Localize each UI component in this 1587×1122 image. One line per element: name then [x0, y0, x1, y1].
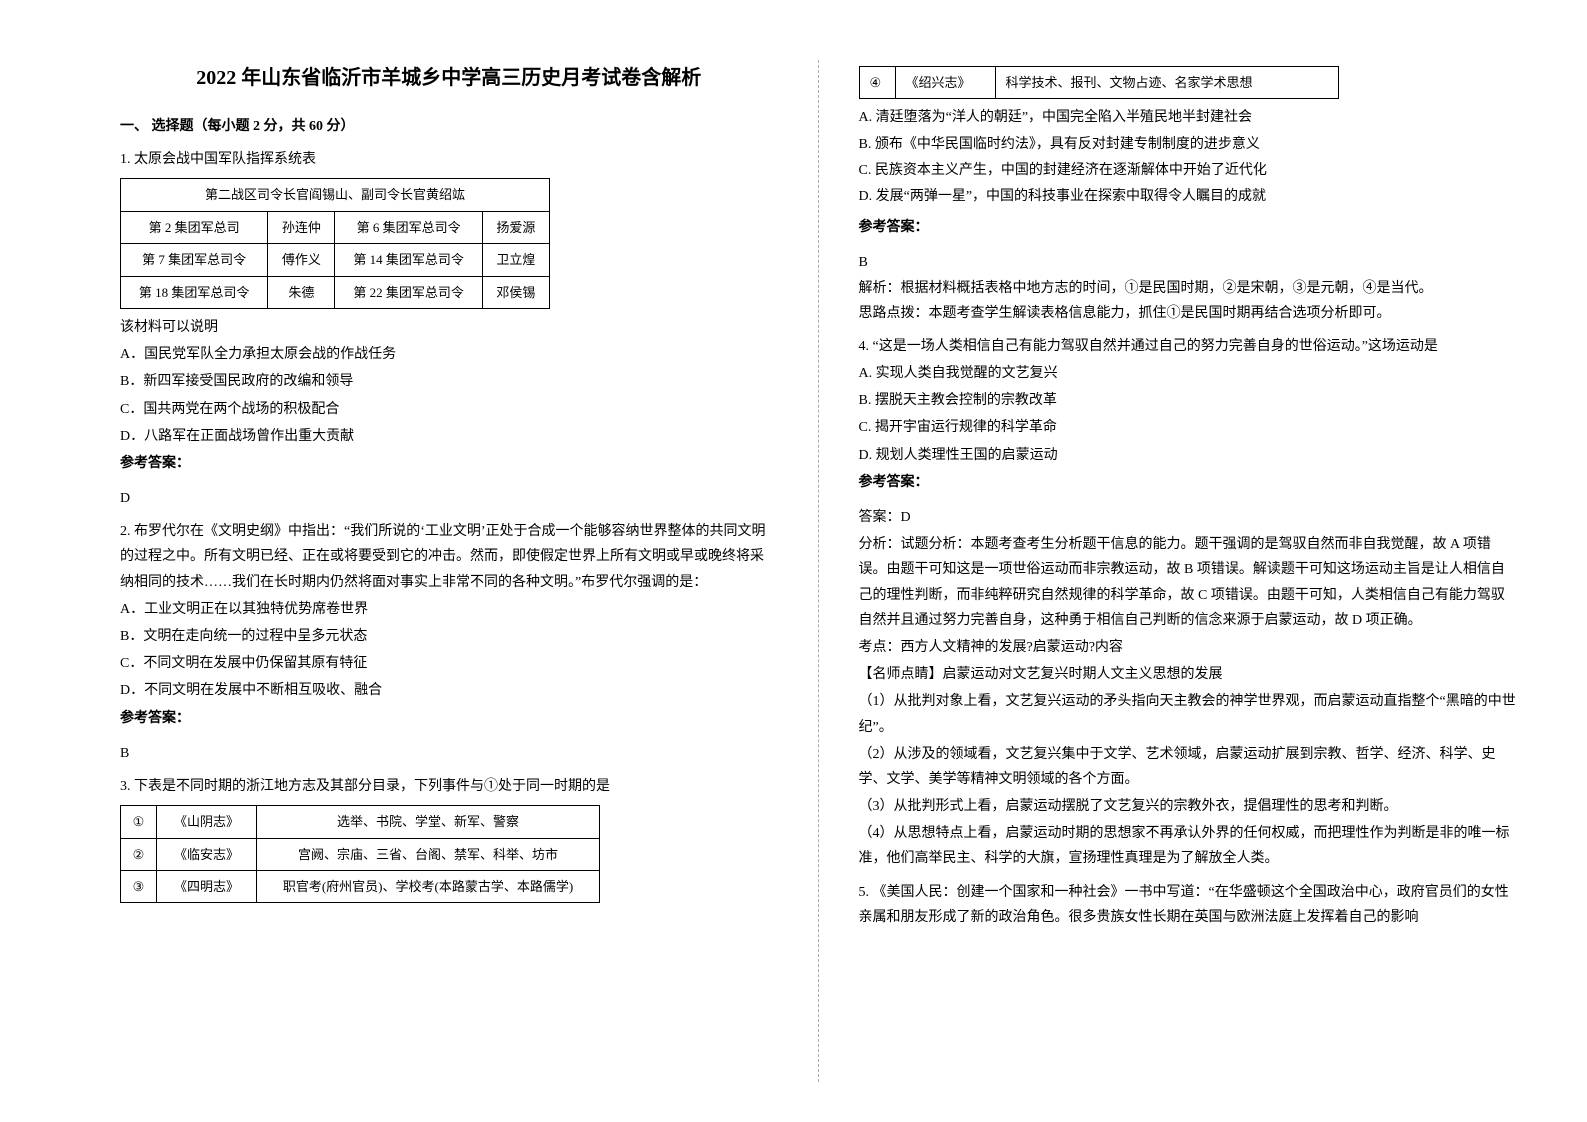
q1-opt-a: A．国民党军队全力承担太原会战的作战任务: [120, 342, 778, 367]
cell: 《山阴志》: [157, 806, 257, 838]
cell: ④: [859, 67, 895, 99]
question-2: 2. 布罗代尔在《文明史纲》中指出：“我们所说的‘工业文明’正处于合成一个能够容…: [120, 519, 778, 766]
cell: 第 18 集团军总司令: [121, 276, 268, 308]
answer-label: 参考答案：: [120, 451, 778, 476]
cell: 第 22 集团军总司令: [335, 276, 482, 308]
table-row: 第 2 集团军总司 孙连仲 第 6 集团军总司令 扬爱源: [121, 211, 550, 243]
question-5: 5. 《美国人民：创建一个国家和一种社会》一书中写道：“在华盛顿这个全国政治中心…: [859, 880, 1518, 930]
left-column: 2022 年山东省临沂市羊城乡中学高三历史月考试卷含解析 一、 选择题（每小题 …: [90, 60, 819, 1082]
q4-exp-0: 分析：试题分析：本题考查考生分析题干信息的能力。题干强调的是驾驭自然而非自我觉醒…: [859, 532, 1518, 633]
q1-opt-d: D．八路军在正面战场曾作出重大贡献: [120, 424, 778, 449]
question-1: 1. 太原会战中国军队指挥系统表 第二战区司令长官阎锡山、副司令长官黄绍竑 第 …: [120, 147, 778, 511]
q3-explain-1: 解析：根据材料概括表格中地方志的时间，①是民国时期，②是宋朝，③是元朝，④是当代…: [859, 276, 1518, 301]
q2-opt-b: B．文明在走向统一的过程中呈多元状态: [120, 624, 778, 649]
question-4: 4. “这是一场人类相信自己有能力驾驭自然并通过自己的努力完善自身的世俗运动。”…: [859, 334, 1518, 872]
q3-table-right: ④ 《绍兴志》 科学技术、报刊、文物占迹、名家学术思想: [859, 66, 1339, 99]
q4-stem: 4. “这是一场人类相信自己有能力驾驭自然并通过自己的努力完善自身的世俗运动。”…: [859, 334, 1518, 359]
q4-exp-5: （3）从批判形式上看，启蒙运动摆脱了文艺复兴的宗教外衣，提倡理性的思考和判断。: [859, 794, 1518, 819]
cell: 《四明志》: [157, 870, 257, 902]
q3-opt-c: C. 民族资本主义产生，中国的封建经济在逐渐解体中开始了近代化: [859, 158, 1518, 183]
q1-table: 第二战区司令长官阎锡山、副司令长官黄绍竑 第 2 集团军总司 孙连仲 第 6 集…: [120, 178, 550, 309]
table-row: ② 《临安志》 宫阙、宗庙、三省、台阁、禁军、科举、坊市: [121, 838, 600, 870]
cell: 职官考(府州官员)、学校考(本路蒙古学、本路儒学): [257, 870, 600, 902]
q2-answer: B: [120, 741, 778, 766]
right-column: ④ 《绍兴志》 科学技术、报刊、文物占迹、名家学术思想 A. 清廷堕落为“洋人的…: [819, 60, 1548, 1082]
question-3: 3. 下表是不同时期的浙江地方志及其部分目录，下列事件与①处于同一时期的是 ① …: [120, 774, 778, 903]
q1-opt-c: C．国共两党在两个战场的积极配合: [120, 397, 778, 422]
q3-opt-a: A. 清廷堕落为“洋人的朝廷”，中国完全陷入半殖民地半封建社会: [859, 105, 1518, 130]
q4-exp-1: 考点：西方人文精神的发展?启蒙运动?内容: [859, 635, 1518, 660]
cell: 第 14 集团军总司令: [335, 244, 482, 276]
q1-stem: 1. 太原会战中国军队指挥系统表: [120, 147, 778, 172]
section-heading: 一、 选择题（每小题 2 分，共 60 分）: [120, 114, 778, 139]
q4-exp-2: 【名师点睛】启蒙运动对文艺复兴时期人文主义思想的发展: [859, 662, 1518, 687]
table-row: ③ 《四明志》 职官考(府州官员)、学校考(本路蒙古学、本路儒学): [121, 870, 600, 902]
q2-stem: 2. 布罗代尔在《文明史纲》中指出：“我们所说的‘工业文明’正处于合成一个能够容…: [120, 519, 778, 595]
cell: ③: [121, 870, 157, 902]
q1-table-head: 第二战区司令长官阎锡山、副司令长官黄绍竑: [121, 179, 550, 211]
cell: ②: [121, 838, 157, 870]
q4-opt-c: C. 揭开宇宙运行规律的科学革命: [859, 415, 1518, 440]
answer-label: 参考答案：: [859, 215, 1518, 240]
answer-label: 参考答案：: [859, 470, 1518, 495]
q4-exp-6: （4）从思想特点上看，启蒙运动时期的思想家不再承认外界的任何权威，而把理性作为判…: [859, 821, 1518, 871]
q4-answer: 答案：D: [859, 505, 1518, 530]
q4-opt-a: A. 实现人类自我觉醒的文艺复兴: [859, 361, 1518, 386]
table-row: 第 18 集团军总司令 朱德 第 22 集团军总司令 邓侯锡: [121, 276, 550, 308]
cell: ①: [121, 806, 157, 838]
page-title: 2022 年山东省临沂市羊城乡中学高三历史月考试卷含解析: [120, 60, 778, 96]
cell: 邓侯锡: [482, 276, 549, 308]
cell: 第 6 集团军总司令: [335, 211, 482, 243]
q4-opt-d: D. 规划人类理性王国的启蒙运动: [859, 443, 1518, 468]
q1-opt-b: B．新四军接受国民政府的改编和领导: [120, 369, 778, 394]
q3-table-left: ① 《山阴志》 选举、书院、学堂、新军、警察 ② 《临安志》 宫阙、宗庙、三省、…: [120, 805, 600, 903]
q2-opt-c: C．不同文明在发展中仍保留其原有特征: [120, 651, 778, 676]
cell: 朱德: [268, 276, 335, 308]
cell: 傅作义: [268, 244, 335, 276]
q3-opt-b: B. 颁布《中华民国临时约法》，具有反对封建专制制度的进步意义: [859, 132, 1518, 157]
table-row: 第 7 集团军总司令 傅作义 第 14 集团军总司令 卫立煌: [121, 244, 550, 276]
q2-opt-d: D．不同文明在发展中不断相互吸收、融合: [120, 678, 778, 703]
cell: 《临安志》: [157, 838, 257, 870]
table-row: ④ 《绍兴志》 科学技术、报刊、文物占迹、名家学术思想: [859, 67, 1338, 99]
q1-answer: D: [120, 486, 778, 511]
q2-opt-a: A．工业文明正在以其独特优势席卷世界: [120, 597, 778, 622]
cell: 第 7 集团军总司令: [121, 244, 268, 276]
q3-opt-d: D. 发展“两弹一星”，中国的科技事业在探索中取得令人瞩目的成就: [859, 184, 1518, 209]
answer-label: 参考答案：: [120, 706, 778, 731]
q3-stem: 3. 下表是不同时期的浙江地方志及其部分目录，下列事件与①处于同一时期的是: [120, 774, 778, 799]
q4-exp-4: （2）从涉及的领域看，文艺复兴集中于文学、艺术领域，启蒙运动扩展到宗教、哲学、经…: [859, 742, 1518, 792]
cell: 卫立煌: [482, 244, 549, 276]
cell: 扬爱源: [482, 211, 549, 243]
q4-exp-3: （1）从批判对象上看，文艺复兴运动的矛头指向天主教会的神学世界观，而启蒙运动直指…: [859, 689, 1518, 739]
q5-stem: 5. 《美国人民：创建一个国家和一种社会》一书中写道：“在华盛顿这个全国政治中心…: [859, 880, 1518, 930]
q1-after: 该材料可以说明: [120, 315, 778, 340]
cell: 孙连仲: [268, 211, 335, 243]
cell: 《绍兴志》: [895, 67, 995, 99]
table-row: ① 《山阴志》 选举、书院、学堂、新军、警察: [121, 806, 600, 838]
q3-explain-2: 思路点拨：本题考查学生解读表格信息能力，抓住①是民国时期再结合选项分析即可。: [859, 301, 1518, 326]
cell: 宫阙、宗庙、三省、台阁、禁军、科举、坊市: [257, 838, 600, 870]
cell: 第 2 集团军总司: [121, 211, 268, 243]
q3-answer: B: [859, 250, 1518, 275]
cell: 选举、书院、学堂、新军、警察: [257, 806, 600, 838]
cell: 科学技术、报刊、文物占迹、名家学术思想: [995, 67, 1338, 99]
q4-opt-b: B. 摆脱天主教会控制的宗教改革: [859, 388, 1518, 413]
